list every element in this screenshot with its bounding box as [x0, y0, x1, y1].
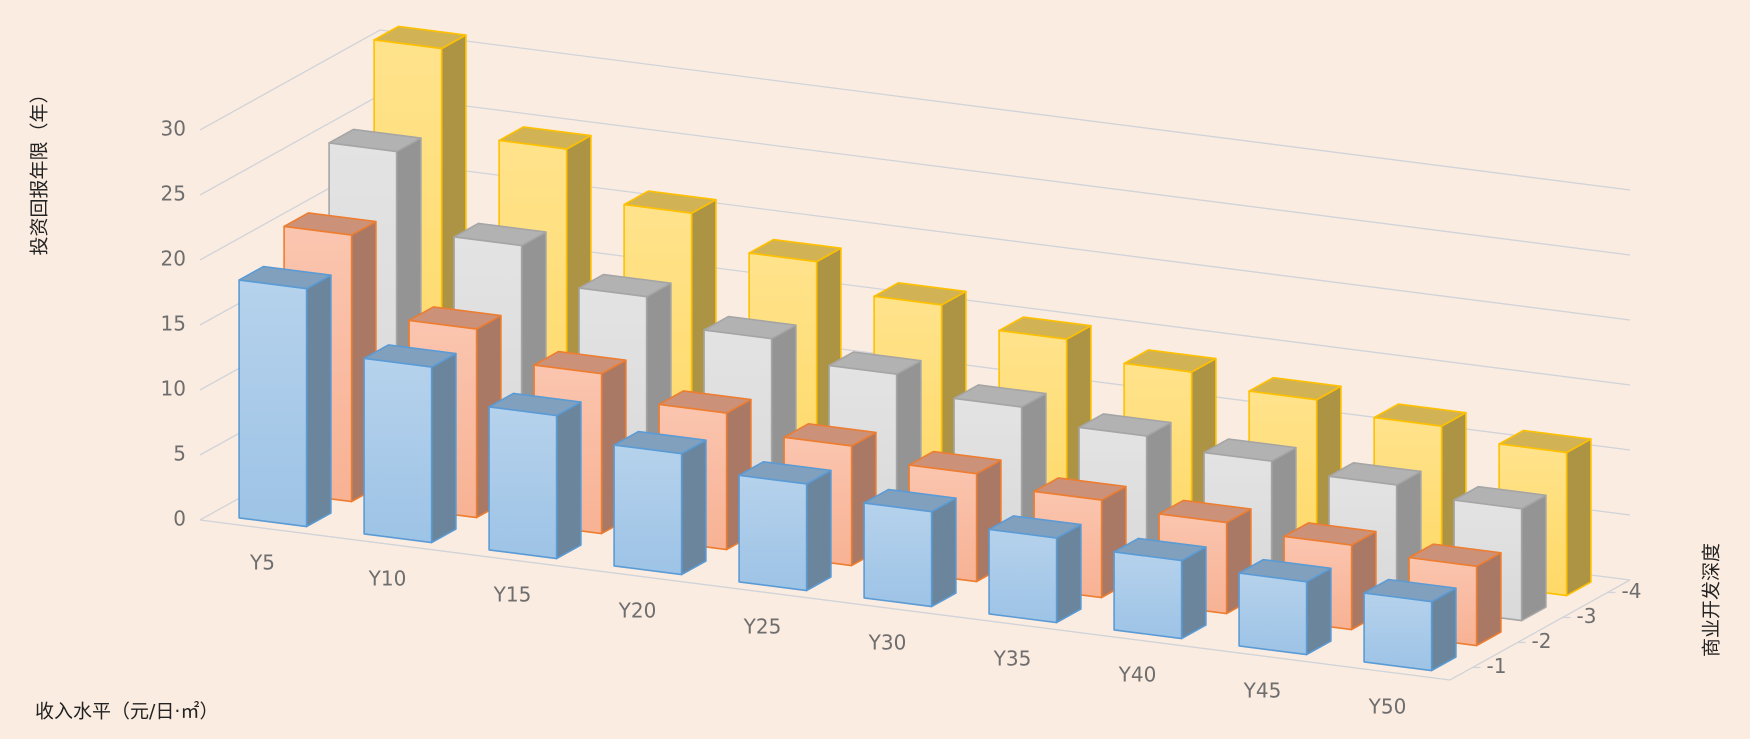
x-tick-label: Y30: [868, 631, 907, 655]
bar: [738, 461, 832, 592]
z-tick-label: -4: [1622, 579, 1642, 603]
y-tick-label: 5: [173, 442, 186, 466]
bar: [488, 392, 582, 560]
bar: [238, 265, 332, 528]
x-tick-label: Y35: [993, 647, 1032, 671]
bar: [1363, 578, 1457, 672]
x-tick-label: Y45: [1243, 679, 1282, 703]
z-tick-label: -2: [1532, 629, 1552, 653]
x-tick-label: Y10: [368, 567, 407, 591]
y-tick-label: 10: [161, 377, 186, 401]
z-tick-label: -1: [1487, 654, 1507, 678]
y-tick-label: 25: [161, 182, 186, 206]
bar: [1238, 558, 1332, 656]
x-tick-label: Y25: [743, 615, 782, 639]
z-tick-label: -3: [1577, 604, 1597, 628]
bar: [363, 344, 457, 544]
bar: [988, 515, 1082, 624]
bar: [863, 488, 957, 608]
bar: [613, 430, 707, 576]
bar: [1203, 438, 1297, 590]
x-tick-label: Y50: [1368, 695, 1407, 719]
y-tick-label: 30: [161, 117, 186, 141]
y-tick-label: 20: [161, 247, 186, 271]
x-tick-label: Y20: [618, 599, 657, 623]
x-tick-label: Y40: [1118, 663, 1157, 687]
x-tick-label: Y5: [249, 551, 275, 575]
bar: [1113, 537, 1207, 640]
grid-line: [199, 29, 1631, 191]
y-axis-title: 投资回报年限（年）: [29, 84, 51, 255]
z-axis-title: 商业开发深度: [1701, 543, 1723, 657]
y-tick-label: 15: [161, 312, 186, 336]
floor-edge: [199, 519, 1631, 681]
x-tick-label: Y15: [493, 583, 532, 607]
y-tick-label: 0: [173, 507, 186, 531]
x-axis-title: 收入水平（元/日·㎡）: [35, 700, 218, 723]
